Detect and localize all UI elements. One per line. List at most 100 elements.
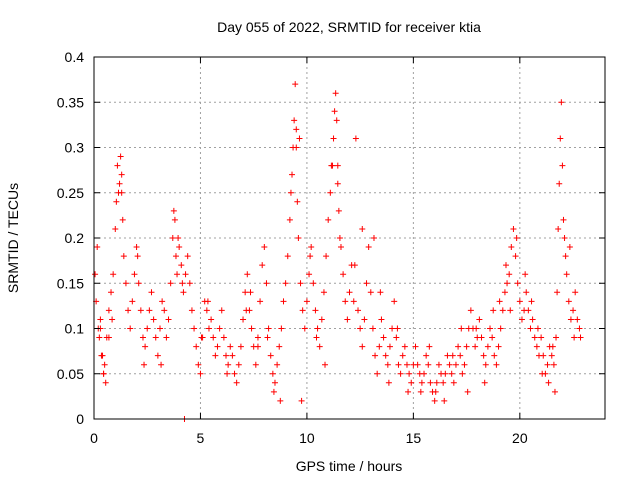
data-point — [301, 325, 308, 332]
data-point — [426, 343, 433, 350]
data-point — [408, 379, 415, 386]
data-point — [265, 325, 272, 332]
data-point — [562, 253, 569, 260]
data-point — [318, 316, 325, 323]
data-point — [142, 343, 149, 350]
data-point — [435, 361, 442, 368]
data-point — [576, 325, 583, 332]
data-point — [484, 343, 491, 350]
data-point — [566, 244, 573, 251]
data-point — [195, 361, 202, 368]
data-point — [122, 280, 129, 287]
data-point — [154, 352, 161, 359]
data-point — [352, 135, 359, 142]
x-tick-label: 10 — [299, 430, 315, 446]
data-point — [374, 370, 381, 377]
x-tick-label: 5 — [197, 430, 205, 446]
data-point — [308, 244, 315, 251]
data-point — [545, 379, 552, 386]
data-point — [139, 334, 146, 341]
data-point — [110, 271, 117, 278]
data-point — [355, 307, 362, 314]
data-point — [405, 388, 412, 395]
data-point — [463, 343, 470, 350]
data-point — [314, 325, 321, 332]
data-point — [412, 343, 419, 350]
data-point — [337, 244, 344, 251]
data-point — [247, 289, 254, 296]
data-point — [264, 334, 271, 341]
chart-title: Day 055 of 2022, SRMTID for receiver kti… — [217, 19, 481, 35]
data-point — [117, 153, 124, 160]
data-point — [574, 316, 581, 323]
data-point — [489, 334, 496, 341]
data-point — [289, 171, 296, 178]
data-point — [335, 207, 342, 214]
data-point — [444, 352, 451, 359]
data-point — [101, 361, 108, 368]
data-point — [346, 289, 353, 296]
data-point — [254, 334, 261, 341]
data-point — [277, 397, 284, 404]
data-point — [548, 352, 555, 359]
data-point — [240, 316, 247, 323]
data-point — [508, 244, 515, 251]
data-point — [510, 225, 517, 232]
data-point — [307, 253, 314, 260]
data-point — [561, 235, 568, 241]
data-point — [433, 379, 440, 386]
data-point — [553, 334, 560, 341]
data-point — [158, 361, 165, 368]
y-tick-label: 0.15 — [57, 275, 84, 291]
data-point — [137, 307, 144, 314]
y-tick-label: 0.25 — [57, 185, 84, 201]
data-point — [92, 271, 99, 278]
data-point — [118, 171, 125, 178]
data-point — [518, 316, 525, 323]
x-axis-ticks: 0 5 10 15 20 — [90, 57, 528, 446]
data-point — [325, 216, 332, 223]
data-point — [94, 244, 101, 251]
data-point — [278, 325, 285, 332]
data-point — [271, 379, 278, 386]
data-point — [399, 352, 406, 359]
data-point — [113, 198, 120, 205]
data-point — [406, 370, 413, 377]
data-point — [163, 334, 170, 341]
y-axis-label: SRMTID / TECUs — [5, 183, 21, 293]
y-axis-ticks: 0 0.05 0.1 0.15 0.2 0.25 0.3 0.35 0.4 — [57, 49, 605, 427]
data-point — [210, 334, 217, 341]
data-point — [175, 235, 182, 241]
data-point — [480, 352, 487, 359]
data-point — [322, 361, 329, 368]
data-point — [225, 361, 232, 368]
data-point — [263, 280, 270, 287]
data-point — [267, 352, 274, 359]
data-point — [528, 298, 535, 305]
data-point — [116, 180, 123, 187]
data-point — [294, 198, 301, 205]
data-point — [108, 289, 115, 296]
data-point — [320, 289, 327, 296]
data-point — [476, 316, 483, 323]
data-point — [395, 361, 402, 368]
data-point — [220, 334, 227, 341]
data-point — [204, 298, 211, 305]
data-point — [417, 388, 424, 395]
data-point — [423, 352, 430, 359]
data-point — [504, 280, 511, 287]
data-point — [496, 298, 503, 305]
data-point — [431, 397, 438, 404]
data-point — [534, 325, 541, 332]
data-point — [119, 216, 126, 223]
data-point — [490, 307, 497, 314]
y-tick-label: 0.3 — [65, 140, 85, 156]
data-point — [446, 361, 453, 368]
data-point — [286, 216, 293, 223]
data-point — [467, 307, 474, 314]
data-point — [148, 289, 155, 296]
data-point — [205, 325, 212, 332]
data-point — [501, 289, 508, 296]
data-point — [425, 361, 432, 368]
data-point — [100, 370, 107, 377]
